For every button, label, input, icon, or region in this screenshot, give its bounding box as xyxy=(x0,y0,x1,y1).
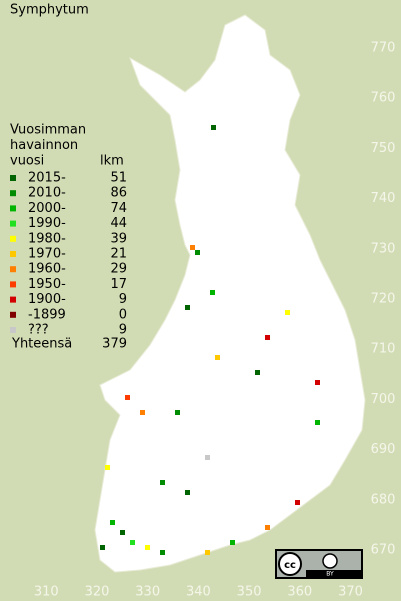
y-tick-label: 750 xyxy=(371,141,396,156)
legend-swatch xyxy=(10,296,16,303)
observation-square xyxy=(110,520,115,525)
x-tick-label: 340 xyxy=(186,585,211,600)
y-tick-label: 710 xyxy=(371,342,396,357)
legend-label: ??? xyxy=(28,323,49,338)
observation-square xyxy=(175,410,180,415)
legend-count: 39 xyxy=(110,231,127,246)
legend-count: 51 xyxy=(110,171,127,186)
observation-square xyxy=(160,480,165,485)
legend-label: 2000- xyxy=(28,201,66,216)
legend-label: 2015- xyxy=(28,171,66,186)
observation-square xyxy=(130,540,135,545)
observation-square xyxy=(285,310,290,315)
y-tick-label: 690 xyxy=(371,442,396,457)
legend-swatch xyxy=(10,235,16,242)
finland-outline xyxy=(94,14,366,573)
legend-swatch xyxy=(10,190,16,197)
observation-square xyxy=(230,540,235,545)
observation-square xyxy=(315,380,320,385)
x-tick-label: 320 xyxy=(85,585,110,600)
observation-square xyxy=(265,335,270,340)
y-tick-label: 680 xyxy=(371,492,396,507)
x-tick-label: 360 xyxy=(287,585,312,600)
title: Symphytum xyxy=(10,3,89,18)
legend-count: 74 xyxy=(110,201,127,216)
legend-swatch xyxy=(10,281,16,288)
observation-squares xyxy=(100,125,320,555)
y-tick-label: 670 xyxy=(371,543,396,558)
total-label: Yhteensä xyxy=(11,337,72,352)
license-badge: cc BY xyxy=(275,549,363,579)
axis-ticks: 310 320 330 340 350 360 370 670 680 690 700 710 720 7… xyxy=(34,41,396,600)
legend-count: 21 xyxy=(110,247,127,262)
observation-square xyxy=(105,465,110,470)
legend-label: 2010- xyxy=(28,186,66,201)
observation-square xyxy=(205,550,210,555)
legend-swatch xyxy=(10,327,16,333)
legend-count: 44 xyxy=(110,216,127,231)
legend-count: 9 xyxy=(119,323,127,338)
legend-label: 1900- xyxy=(28,292,66,307)
observation-square xyxy=(120,530,125,535)
legend-count: 0 xyxy=(119,307,127,322)
observation-square xyxy=(205,455,210,460)
y-tick-label: 720 xyxy=(371,292,396,307)
observation-square xyxy=(100,545,105,550)
total-count: 379 xyxy=(102,337,127,352)
legend-count: 86 xyxy=(110,186,127,201)
observation-square xyxy=(295,500,300,505)
observation-square xyxy=(265,525,270,530)
legend-swatch xyxy=(10,205,16,212)
y-tick-label: 760 xyxy=(371,91,396,106)
legend-heading: Vuosimman xyxy=(10,123,86,138)
legend-heading: vuosi xyxy=(10,154,44,169)
observation-square xyxy=(160,550,165,555)
observation-square xyxy=(145,545,150,550)
cc-circle xyxy=(278,552,302,576)
x-tick-label: 310 xyxy=(34,585,59,600)
by-icon xyxy=(322,553,338,569)
observation-square xyxy=(185,305,190,310)
y-tick-label: 770 xyxy=(371,41,396,56)
badge-strip xyxy=(306,570,361,577)
legend-swatch xyxy=(10,175,16,181)
y-tick-label: 740 xyxy=(371,191,396,206)
legend-count: 29 xyxy=(110,262,127,277)
observation-square xyxy=(255,370,260,375)
observation-square xyxy=(210,290,215,295)
observation-square xyxy=(185,490,190,495)
legend-swatch xyxy=(10,220,16,227)
x-tick-label: 330 xyxy=(135,585,160,600)
y-tick-label: 700 xyxy=(371,392,396,407)
legend-swatch xyxy=(10,311,16,318)
legend-label: 1960- xyxy=(28,262,66,277)
legend-label: 1980- xyxy=(28,231,66,246)
legend-count-heading: lkm xyxy=(100,154,124,169)
legend-label: 1970- xyxy=(28,247,66,262)
legend-heading: havainnon xyxy=(10,138,78,153)
legend-swatch xyxy=(10,266,16,273)
legend-count: 17 xyxy=(110,277,127,292)
x-tick-label: 350 xyxy=(237,585,262,600)
observation-square xyxy=(140,410,145,415)
legend-swatch xyxy=(10,251,16,257)
observation-square xyxy=(215,355,220,360)
legend-count: 9 xyxy=(119,292,127,307)
legend-label: -1899 xyxy=(28,307,66,322)
legend-label: 1950- xyxy=(28,277,66,292)
observation-square xyxy=(315,420,320,425)
by-text: BY xyxy=(326,571,334,578)
legend-label: 1990- xyxy=(28,216,66,231)
observation-square xyxy=(195,250,200,255)
observation-square xyxy=(190,245,195,250)
x-tick-label: 370 xyxy=(338,585,363,600)
y-tick-label: 730 xyxy=(371,241,396,256)
observation-square xyxy=(211,125,216,130)
observation-square xyxy=(125,395,130,400)
cc-text: cc xyxy=(284,560,296,571)
